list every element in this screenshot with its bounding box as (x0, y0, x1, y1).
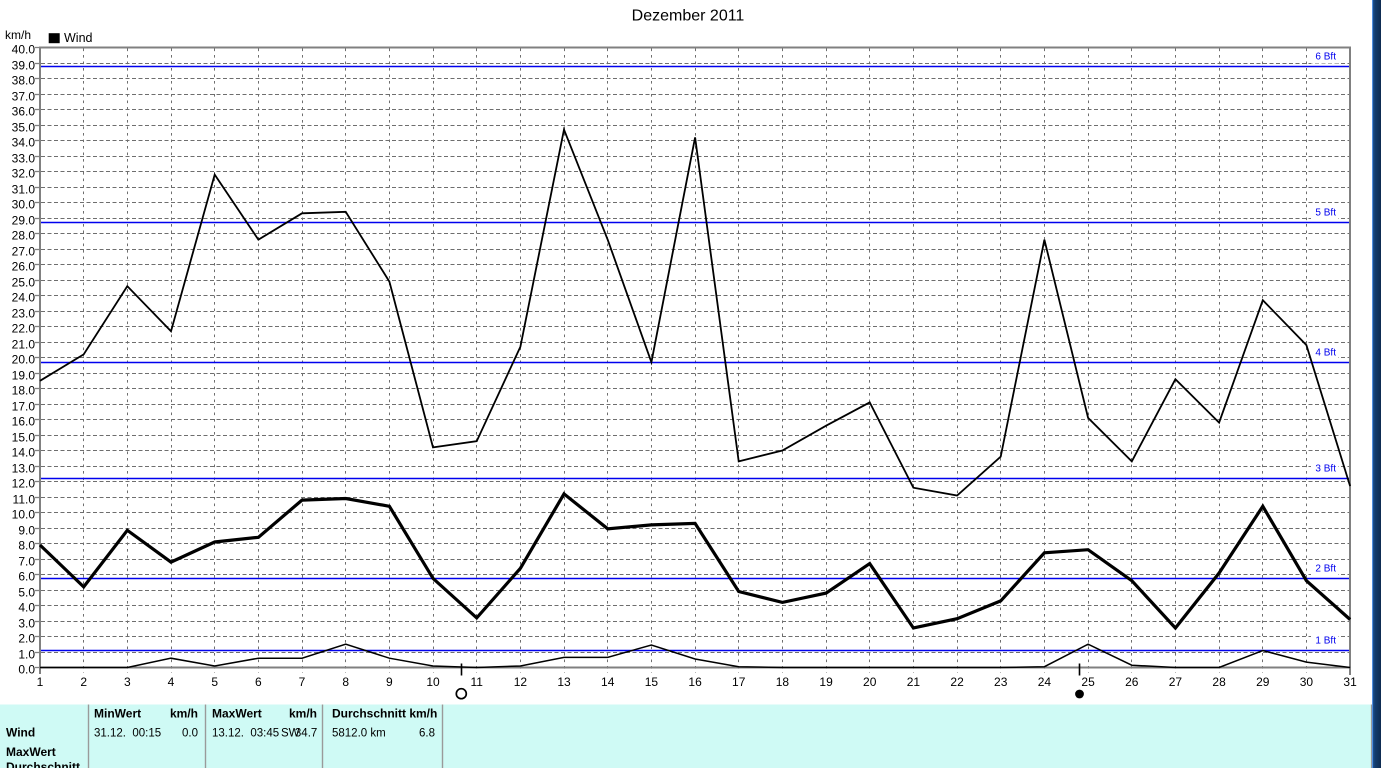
svg-text:km/h: km/h (289, 707, 317, 721)
svg-text:13.12. 03:45: 13.12. 03:45 (212, 728, 279, 740)
svg-text:17.0: 17.0 (12, 399, 36, 413)
svg-text:32.0: 32.0 (12, 166, 36, 180)
svg-text:MinWert: MinWert (94, 707, 141, 721)
svg-text:25: 25 (1081, 675, 1095, 689)
svg-text:31: 31 (1343, 675, 1357, 689)
svg-text:14.0: 14.0 (12, 445, 36, 459)
svg-text:km/h: km/h (170, 707, 198, 721)
svg-text:5: 5 (211, 675, 218, 689)
svg-text:7.0: 7.0 (18, 554, 35, 568)
svg-text:7: 7 (299, 675, 306, 689)
svg-text:SW: SW (281, 728, 300, 740)
svg-text:MaxWert: MaxWert (6, 745, 56, 759)
svg-text:11.0: 11.0 (13, 492, 36, 506)
svg-text:15.0: 15.0 (12, 430, 36, 444)
svg-text:23.0: 23.0 (12, 306, 36, 320)
svg-text:5.0: 5.0 (18, 585, 35, 599)
svg-text:Durchschnitt km/h: Durchschnitt km/h (332, 707, 437, 721)
svg-text:36.0: 36.0 (12, 104, 36, 118)
svg-text:1.0: 1.0 (18, 647, 35, 661)
svg-text:29: 29 (1256, 675, 1270, 689)
svg-text:39.0: 39.0 (12, 58, 36, 72)
svg-text:0.0: 0.0 (182, 728, 198, 740)
svg-text:35.0: 35.0 (12, 120, 36, 134)
svg-text:5812.0 km: 5812.0 km (332, 728, 386, 740)
svg-text:18: 18 (776, 675, 790, 689)
svg-text:34.7: 34.7 (295, 728, 317, 740)
svg-text:30.0: 30.0 (12, 197, 36, 211)
svg-text:23: 23 (994, 675, 1008, 689)
svg-text:4: 4 (168, 675, 175, 689)
svg-text:0.0: 0.0 (18, 662, 35, 676)
svg-text:Dezember 2011: Dezember 2011 (632, 8, 745, 25)
svg-text:18.0: 18.0 (12, 383, 36, 397)
svg-text:16: 16 (688, 675, 702, 689)
svg-text:3 Bft: 3 Bft (1315, 464, 1336, 475)
svg-text:4.0: 4.0 (18, 600, 35, 614)
svg-text:20: 20 (863, 675, 877, 689)
svg-text:34.0: 34.0 (12, 135, 36, 149)
svg-text:2: 2 (80, 675, 87, 689)
svg-text:40.0: 40.0 (12, 42, 36, 56)
svg-text:5 Bft: 5 Bft (1315, 208, 1336, 219)
svg-text:22: 22 (950, 675, 964, 689)
svg-text:12: 12 (514, 675, 528, 689)
svg-text:29.0: 29.0 (12, 213, 36, 227)
svg-text:28: 28 (1212, 675, 1226, 689)
svg-text:20.0: 20.0 (12, 352, 36, 366)
svg-text:6: 6 (255, 675, 262, 689)
svg-text:1: 1 (37, 675, 44, 689)
svg-text:4 Bft: 4 Bft (1315, 348, 1336, 359)
svg-text:10: 10 (426, 675, 440, 689)
svg-text:31.12. 00:15: 31.12. 00:15 (94, 728, 161, 740)
svg-text:9: 9 (386, 675, 393, 689)
svg-text:19: 19 (819, 675, 833, 689)
svg-text:33.0: 33.0 (12, 151, 36, 165)
svg-text:16.0: 16.0 (12, 414, 36, 428)
svg-text:Wind: Wind (6, 726, 35, 740)
svg-text:27.0: 27.0 (12, 244, 36, 258)
svg-text:26: 26 (1125, 675, 1139, 689)
svg-text:MaxWert: MaxWert (212, 707, 262, 721)
svg-text:25.0: 25.0 (12, 275, 36, 289)
svg-text:2 Bft: 2 Bft (1315, 564, 1336, 575)
svg-text:31.0: 31.0 (12, 182, 36, 196)
svg-text:Durchschnitt: Durchschnitt (6, 760, 80, 768)
svg-text:24.0: 24.0 (12, 290, 36, 304)
svg-text:13: 13 (557, 675, 571, 689)
svg-text:km/h: km/h (5, 28, 31, 42)
svg-text:6.0: 6.0 (18, 569, 35, 583)
svg-text:1 Bft: 1 Bft (1315, 636, 1336, 647)
svg-text:38.0: 38.0 (12, 73, 36, 87)
svg-text:9.0: 9.0 (18, 523, 35, 537)
svg-text:21.0: 21.0 (12, 337, 36, 351)
svg-text:26.0: 26.0 (12, 259, 36, 273)
svg-text:8: 8 (342, 675, 349, 689)
svg-text:3.0: 3.0 (18, 616, 35, 630)
svg-text:11: 11 (470, 675, 483, 689)
svg-text:27: 27 (1169, 675, 1183, 689)
svg-text:22.0: 22.0 (12, 321, 36, 335)
svg-text:37.0: 37.0 (12, 89, 36, 103)
svg-text:14: 14 (601, 675, 615, 689)
svg-text:Wind: Wind (64, 31, 93, 45)
svg-text:2.0: 2.0 (18, 631, 35, 645)
svg-text:17: 17 (732, 675, 746, 689)
svg-text:6 Bft: 6 Bft (1315, 52, 1336, 63)
svg-text:28.0: 28.0 (12, 228, 36, 242)
svg-text:10.0: 10.0 (12, 507, 36, 521)
svg-text:21: 21 (907, 675, 921, 689)
svg-text:8.0: 8.0 (18, 538, 35, 552)
svg-text:30: 30 (1300, 675, 1314, 689)
svg-text:3: 3 (124, 675, 131, 689)
svg-text:6.8: 6.8 (419, 728, 435, 740)
svg-text:24: 24 (1038, 675, 1052, 689)
svg-text:12.0: 12.0 (12, 476, 36, 490)
svg-text:15: 15 (645, 675, 659, 689)
svg-text:19.0: 19.0 (12, 368, 36, 382)
svg-text:13.0: 13.0 (12, 461, 36, 475)
